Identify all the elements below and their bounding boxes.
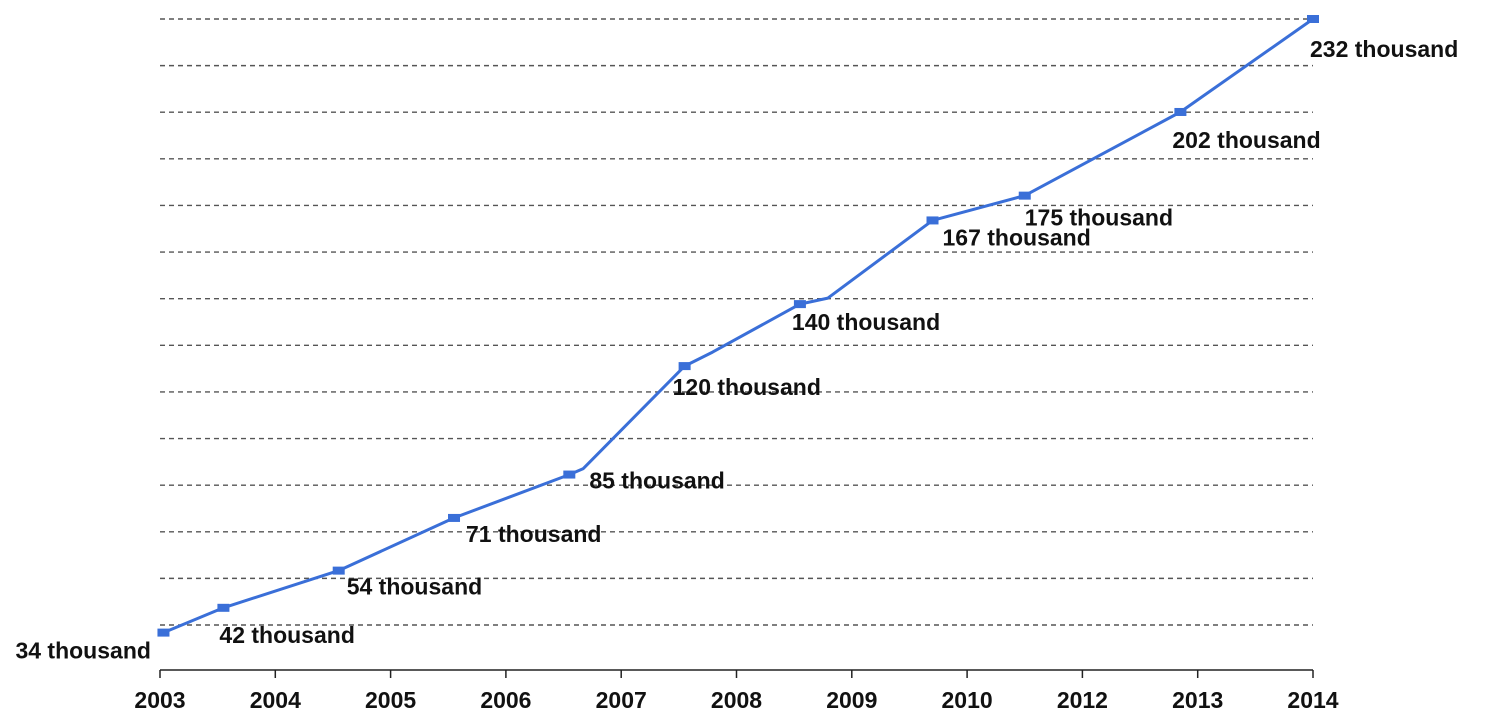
data-point-marker <box>1018 191 1031 200</box>
x-tick-label: 2004 <box>250 687 301 713</box>
data-label: 42 thousand <box>219 622 354 648</box>
data-point-marker <box>157 628 170 637</box>
data-label: 175 thousand <box>1025 205 1173 231</box>
data-point-marker <box>926 216 939 225</box>
data-label: 120 thousand <box>673 374 821 400</box>
data-label: 71 thousand <box>466 521 601 547</box>
x-axis: 2003 2004 2005 2006 2007 2008 2009 2010 2012 2013… <box>134 669 1339 713</box>
x-tick-label: 2014 <box>1287 687 1338 713</box>
data-label: 202 thousand <box>1172 127 1320 153</box>
data-point-marker <box>1307 15 1319 23</box>
data-point-marker <box>563 470 576 479</box>
data-point-marker <box>793 300 806 309</box>
x-tick-label: 2007 <box>596 687 647 713</box>
series <box>162 17 1315 635</box>
x-tick-label: 2003 <box>134 687 185 713</box>
data-label: 140 thousand <box>792 309 940 335</box>
x-tick-label: 2013 <box>1172 687 1223 713</box>
x-tick-label: 2010 <box>942 687 993 713</box>
x-tick-label: 2005 <box>365 687 416 713</box>
data-label: 54 thousand <box>347 574 482 600</box>
x-tick-label: 2012 <box>1057 687 1108 713</box>
x-tick-label: 2009 <box>826 687 877 713</box>
data-label: 85 thousand <box>589 468 724 494</box>
gridlines <box>160 18 1313 626</box>
data-label: 34 thousand <box>15 638 150 664</box>
data-point-marker <box>1174 107 1187 116</box>
data-markers <box>157 15 1319 637</box>
data-point-marker <box>448 513 461 522</box>
series-line <box>162 17 1315 635</box>
data-label: 167 thousand <box>943 224 1091 250</box>
data-point-marker <box>678 362 691 371</box>
x-tick-label: 2006 <box>480 687 531 713</box>
data-labels: 34 thousand 42 thousand 54 thousand 71 thou… <box>15 36 1458 664</box>
data-point-marker <box>332 566 345 575</box>
data-point-marker <box>217 603 230 612</box>
x-tick-label: 2008 <box>711 687 762 713</box>
data-label: 232 thousand <box>1310 36 1458 62</box>
